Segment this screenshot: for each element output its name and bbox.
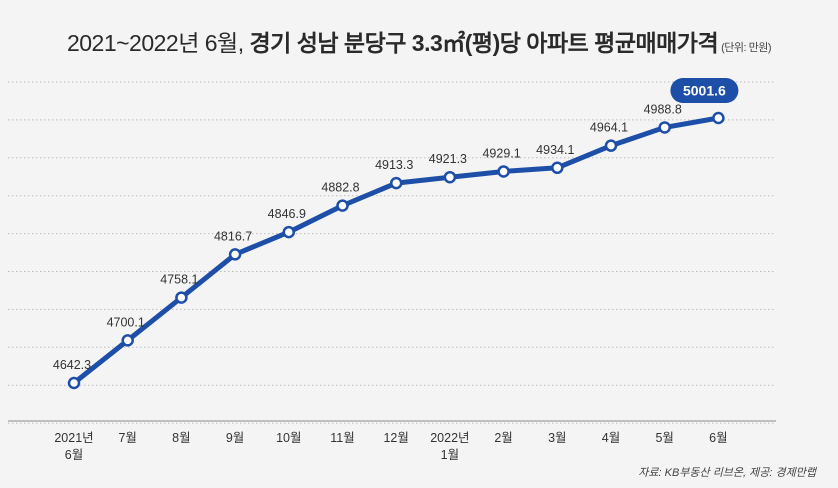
data-point — [67, 376, 81, 390]
highlight-badge — [670, 78, 739, 103]
x-tick-label: 5월 — [655, 431, 673, 445]
data-point — [121, 334, 134, 347]
data-point — [228, 248, 242, 261]
data-point — [551, 161, 564, 175]
data-label: 4642.3 — [53, 358, 91, 372]
x-tick-label: 10월 — [276, 431, 301, 445]
data-label: 4913.3 — [375, 158, 413, 172]
data-point — [282, 225, 296, 239]
data-label: 4988.8 — [644, 102, 682, 116]
x-tick-label: 2월 — [494, 431, 512, 445]
x-tick-label: 2021년 — [54, 431, 93, 445]
data-label-highlight: 5001.6 — [683, 83, 726, 99]
x-tick-label: 4월 — [602, 431, 620, 445]
title-period: 2021~2022년 6월, — [66, 30, 244, 56]
x-tick-label: 3월 — [548, 431, 566, 445]
data-label: 4882.8 — [321, 181, 359, 195]
data-label: 4934.1 — [536, 143, 574, 157]
data-label: 4964.1 — [590, 121, 628, 135]
chart-title: 2021~2022년 6월, 경기 성남 분당구 3.3㎡(평)당 아파트 평균… — [0, 24, 838, 58]
data-point — [175, 291, 188, 304]
data-label: 4846.9 — [268, 207, 306, 221]
data-point — [712, 111, 725, 125]
x-tick-label: 6월 — [65, 448, 83, 462]
data-point — [658, 121, 671, 134]
x-tick-label: 2022년 — [430, 431, 469, 445]
x-tick-label: 1월 — [441, 448, 459, 462]
title-unit: (단위: 만원) — [721, 42, 772, 54]
data-label: 4758.1 — [160, 273, 198, 287]
data-label: 4929.1 — [482, 146, 520, 160]
x-tick-label: 12월 — [383, 431, 408, 445]
data-point — [443, 170, 457, 184]
data-point — [604, 139, 618, 152]
x-tick-label: 9월 — [226, 431, 244, 445]
source-note: 자료: KB부동산 리브온, 제공: 경제만랩 — [638, 467, 816, 479]
data-label: 4921.3 — [429, 152, 467, 166]
data-point — [336, 199, 349, 212]
x-tick-label: 11월 — [330, 431, 354, 445]
x-tick-label: 6월 — [709, 431, 727, 445]
title-main: 경기 성남 분당구 3.3㎡(평)당 아파트 평균매매가격 — [249, 30, 719, 56]
data-point — [389, 176, 403, 190]
data-label: 4700.1 — [107, 315, 145, 329]
x-tick-label: 8월 — [172, 431, 190, 445]
data-point — [497, 165, 510, 178]
x-tick-label: 7월 — [118, 431, 136, 445]
data-label: 4816.7 — [214, 229, 252, 243]
